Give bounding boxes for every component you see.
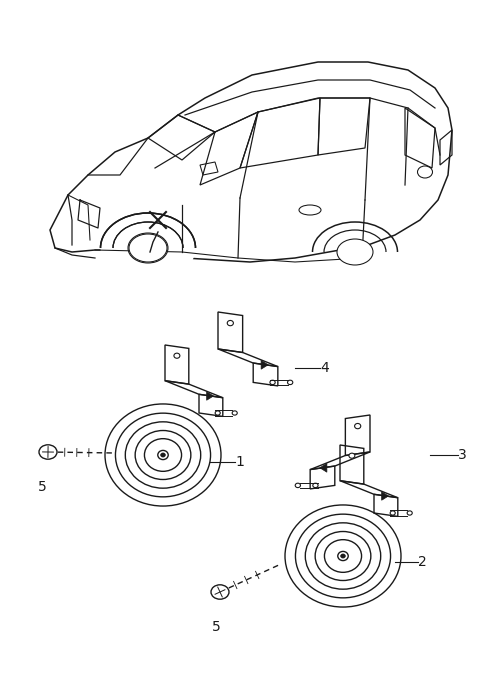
Ellipse shape — [211, 585, 229, 599]
Text: 4: 4 — [320, 361, 329, 375]
Polygon shape — [382, 492, 388, 500]
Text: 5: 5 — [37, 480, 47, 494]
Ellipse shape — [227, 320, 233, 326]
Ellipse shape — [349, 453, 355, 458]
Ellipse shape — [39, 445, 57, 459]
Ellipse shape — [313, 483, 318, 488]
Ellipse shape — [390, 511, 395, 515]
Polygon shape — [50, 62, 452, 262]
Ellipse shape — [215, 411, 220, 415]
Ellipse shape — [129, 234, 167, 262]
Ellipse shape — [407, 511, 412, 515]
Ellipse shape — [100, 213, 195, 283]
Ellipse shape — [288, 380, 293, 384]
Ellipse shape — [337, 239, 373, 265]
Ellipse shape — [338, 551, 348, 561]
Ellipse shape — [341, 554, 345, 558]
Ellipse shape — [158, 450, 168, 460]
Text: 3: 3 — [458, 448, 467, 462]
Ellipse shape — [161, 453, 165, 457]
Ellipse shape — [355, 423, 361, 429]
Text: 5: 5 — [212, 620, 220, 634]
Ellipse shape — [232, 411, 237, 415]
Ellipse shape — [174, 353, 180, 358]
Polygon shape — [320, 464, 327, 472]
Ellipse shape — [270, 380, 275, 384]
Text: 2: 2 — [418, 555, 427, 569]
Polygon shape — [261, 361, 268, 369]
Ellipse shape — [295, 483, 300, 488]
Polygon shape — [207, 392, 214, 400]
Text: 1: 1 — [235, 455, 244, 469]
